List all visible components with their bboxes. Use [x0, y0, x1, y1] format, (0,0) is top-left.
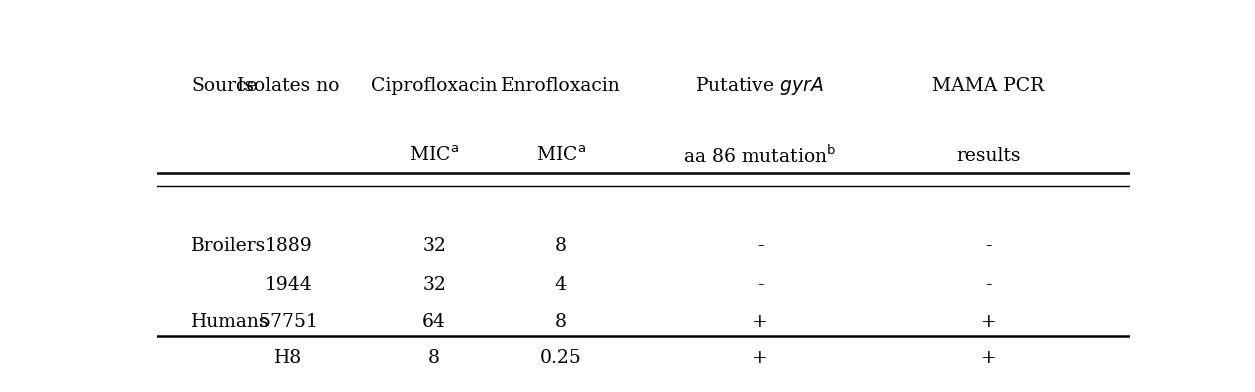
- Text: -: -: [757, 276, 763, 294]
- Text: 1944: 1944: [265, 276, 312, 294]
- Text: H8: H8: [274, 349, 302, 367]
- Text: -: -: [985, 237, 991, 255]
- Text: 4: 4: [555, 276, 566, 294]
- Text: 1889: 1889: [265, 237, 312, 255]
- Text: Broilers: Broilers: [191, 237, 266, 255]
- Text: aa 86 mutation$^{\mathrm{b}}$: aa 86 mutation$^{\mathrm{b}}$: [683, 145, 837, 167]
- Text: +: +: [980, 313, 996, 331]
- Text: 64: 64: [422, 313, 446, 331]
- Text: MAMA PCR: MAMA PCR: [932, 77, 1044, 95]
- Text: 57751: 57751: [259, 313, 318, 331]
- Text: 32: 32: [422, 237, 446, 255]
- Text: Humans: Humans: [191, 313, 270, 331]
- Text: -: -: [757, 237, 763, 255]
- Text: 0.25: 0.25: [540, 349, 581, 367]
- Text: +: +: [752, 349, 768, 367]
- Text: 8: 8: [428, 349, 441, 367]
- Text: -: -: [985, 276, 991, 294]
- Text: Putative $\it{gyrA}$: Putative $\it{gyrA}$: [695, 75, 825, 97]
- Text: MIC$^{\mathrm{a}}$: MIC$^{\mathrm{a}}$: [536, 146, 586, 165]
- Text: Putative ​​​​​​​​gyrA: Putative ​​​​​​​​gyrA: [695, 77, 825, 95]
- Text: 8: 8: [555, 237, 566, 255]
- Text: Ciprofloxacin: Ciprofloxacin: [370, 77, 497, 95]
- Text: +: +: [752, 313, 768, 331]
- Text: results: results: [956, 147, 1020, 165]
- Text: Isolates no: Isolates no: [237, 77, 339, 95]
- Text: Enrofloxacin: Enrofloxacin: [501, 77, 620, 95]
- Text: Source: Source: [191, 77, 257, 95]
- Text: +: +: [980, 349, 996, 367]
- Text: MIC$^{\mathrm{a}}$: MIC$^{\mathrm{a}}$: [409, 146, 459, 165]
- Text: 32: 32: [422, 276, 446, 294]
- Text: 8: 8: [555, 313, 566, 331]
